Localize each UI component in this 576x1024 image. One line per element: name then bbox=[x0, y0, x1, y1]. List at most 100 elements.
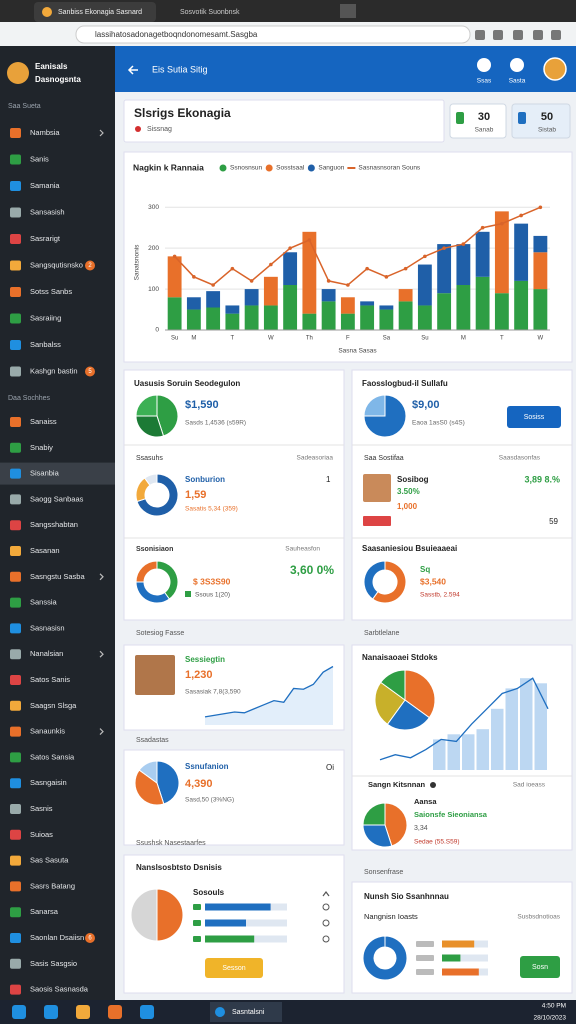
line-point bbox=[249, 279, 254, 283]
bar bbox=[186, 297, 201, 310]
nav-item[interactable]: Nanalsian bbox=[30, 649, 63, 658]
nav-item[interactable]: Satos Sanis bbox=[30, 675, 70, 684]
button-label[interactable]: Sesson bbox=[222, 965, 245, 972]
section-label: Ssadastas bbox=[136, 737, 169, 744]
button-label[interactable]: Sosn bbox=[532, 964, 548, 971]
nav-item[interactable]: Samania bbox=[30, 181, 60, 190]
badge bbox=[85, 933, 95, 943]
url-field[interactable] bbox=[75, 25, 471, 44]
nav-item[interactable]: Sangsshabtan bbox=[30, 520, 78, 529]
taskbar-icon[interactable] bbox=[12, 1005, 26, 1019]
badge bbox=[85, 366, 95, 377]
x-tick-label: T bbox=[231, 336, 235, 342]
stat-label: Sanab bbox=[475, 127, 494, 134]
nav-item[interactable]: Suioas bbox=[30, 830, 53, 839]
nav-item[interactable]: Sasanan bbox=[30, 546, 60, 555]
header-icon-label[interactable]: Sasta bbox=[509, 78, 526, 85]
chevron-icon bbox=[322, 891, 330, 897]
nav-item[interactable]: Saosis Sasnasda bbox=[30, 985, 89, 994]
nav-item[interactable]: Saogg Sanbaas bbox=[30, 494, 84, 503]
taskbar-icon[interactable] bbox=[108, 1005, 122, 1019]
nav-item[interactable]: Saonlan Dsaiisn bbox=[30, 933, 84, 942]
nav-item[interactable]: Sisanbia bbox=[30, 469, 60, 478]
taskbar-icon[interactable] bbox=[44, 1005, 58, 1019]
section-label: Sotesiog Fasse bbox=[136, 630, 184, 637]
panel-link[interactable]: Saasdasonfas bbox=[499, 455, 541, 462]
nav-item[interactable]: Sasis Sasgsio bbox=[30, 959, 77, 968]
toolbar-icon[interactable] bbox=[475, 30, 485, 40]
nav-item[interactable]: Sotss Sanbs bbox=[30, 287, 72, 296]
panel-link[interactable]: Sad ioeass bbox=[513, 782, 546, 789]
x-tick-label: T bbox=[500, 336, 504, 342]
bar bbox=[456, 244, 471, 285]
user-name: Eanisals bbox=[35, 62, 68, 71]
panel-sub: Eaoa 1asS0 (s4S) bbox=[412, 420, 465, 427]
panel-link[interactable]: Sadeasoriaa bbox=[297, 455, 334, 462]
panel-link[interactable]: Sauheasfon bbox=[285, 546, 320, 553]
nav-item[interactable]: Sasngstu Sasba bbox=[30, 572, 85, 581]
nav-item[interactable]: Nambsia bbox=[30, 128, 60, 137]
panel-title: Nanaisaoaei Stdoks bbox=[362, 653, 438, 662]
nav-item[interactable]: Sas Sasuta bbox=[30, 856, 69, 865]
panel-sub: Sasasiak 7,8(3,590 bbox=[185, 689, 241, 696]
nav-item[interactable]: Sasrarigt bbox=[30, 234, 61, 243]
button[interactable] bbox=[205, 958, 263, 978]
header-icon-label[interactable]: Ssas bbox=[477, 78, 492, 85]
nav-item[interactable]: Saagsn Slsga bbox=[30, 701, 77, 710]
header-icon bbox=[477, 58, 491, 72]
nav-item[interactable]: Sanaunkis bbox=[30, 727, 65, 736]
browser-tab[interactable] bbox=[34, 2, 156, 22]
nav-item[interactable]: Sanaiss bbox=[30, 417, 57, 426]
bar bbox=[456, 285, 471, 330]
toolbar-icon[interactable] bbox=[513, 30, 523, 40]
panel-header: Sangn Kitsnnan bbox=[368, 780, 426, 789]
panel-sub: Sasstb, 2.594 bbox=[420, 592, 460, 599]
nav-item[interactable]: Sanis bbox=[30, 154, 49, 163]
nav-item[interactable]: Sanarsa bbox=[30, 907, 59, 916]
bar bbox=[206, 291, 221, 308]
nav-item[interactable]: Sansasish bbox=[30, 207, 65, 216]
bar bbox=[167, 256, 182, 298]
section-label: Daa Sochhes bbox=[8, 395, 51, 402]
toolbar-icon[interactable] bbox=[533, 30, 543, 40]
taskbar-icon[interactable] bbox=[140, 1005, 154, 1019]
nav-item[interactable]: Satos Sansia bbox=[30, 752, 75, 761]
pie-slice bbox=[135, 394, 158, 417]
bar bbox=[360, 301, 375, 306]
panel-link[interactable]: Susbsdnotioas bbox=[517, 914, 560, 921]
panel-title: Faosslogbud-il Sullafu bbox=[362, 379, 448, 388]
browser-tab[interactable] bbox=[165, 2, 335, 22]
line-point bbox=[423, 254, 427, 259]
nav-item[interactable]: Sasnis bbox=[30, 804, 53, 813]
nav-icon bbox=[10, 366, 21, 377]
new-tab[interactable] bbox=[340, 4, 356, 18]
pie-slice bbox=[156, 760, 180, 805]
nav-item[interactable]: Sasraiing bbox=[30, 313, 61, 322]
line-point bbox=[461, 242, 466, 246]
line-point bbox=[211, 283, 215, 287]
nav-item[interactable]: Sanbalss bbox=[30, 340, 61, 349]
line-point bbox=[326, 279, 331, 283]
bar bbox=[379, 305, 394, 310]
taskbar-icon[interactable] bbox=[76, 1005, 90, 1019]
nav-icon bbox=[10, 494, 21, 505]
button[interactable] bbox=[520, 956, 560, 978]
row-icon bbox=[322, 919, 330, 927]
toolbar-icon[interactable] bbox=[551, 30, 561, 40]
nav-item[interactable]: Sasngaisin bbox=[30, 778, 67, 787]
nav-item[interactable]: Snabiy bbox=[30, 443, 53, 452]
bar-icon bbox=[416, 969, 434, 975]
url: lassihatosadonagetboqndonomesamt.Sasgba bbox=[95, 30, 258, 39]
toolbar-icon[interactable] bbox=[493, 30, 503, 40]
pie-slice bbox=[384, 802, 408, 847]
taskbar-app[interactable] bbox=[210, 1002, 282, 1022]
button-label[interactable]: Sosiss bbox=[524, 414, 545, 421]
nav-item[interactable]: Sasnasisn bbox=[30, 623, 65, 632]
nav-item[interactable]: Kashgn bastin bbox=[30, 366, 78, 375]
button[interactable] bbox=[507, 406, 561, 428]
nav-item[interactable]: Sangsqutisnsko bbox=[30, 260, 83, 269]
panel-stat: 3,89 8.% bbox=[524, 474, 560, 484]
nav-item[interactable]: Sanssia bbox=[30, 598, 58, 607]
legend-label: Ssnosnsun bbox=[230, 165, 263, 172]
nav-item[interactable]: Sasrs Batang bbox=[30, 881, 75, 890]
